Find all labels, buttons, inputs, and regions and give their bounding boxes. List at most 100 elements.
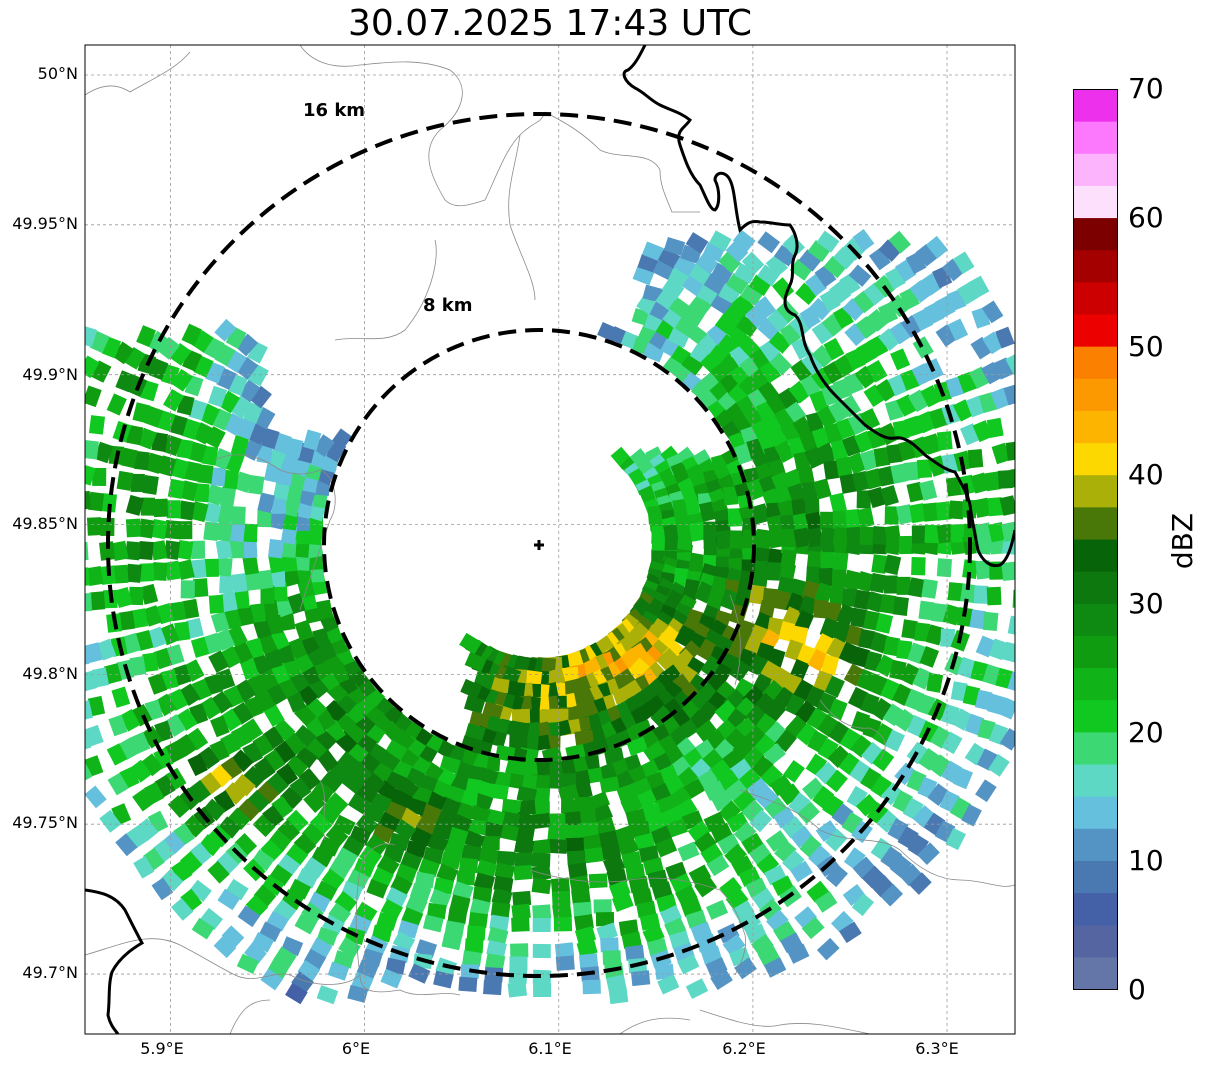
reflectivity-bin bbox=[337, 751, 360, 774]
reflectivity-bin bbox=[822, 361, 844, 384]
reflectivity-bin bbox=[909, 280, 932, 303]
reflectivity-bin bbox=[869, 572, 887, 594]
reflectivity-bin bbox=[781, 816, 805, 839]
reflectivity-bin bbox=[833, 246, 856, 270]
reflectivity-bin bbox=[975, 779, 997, 803]
reflectivity-bin bbox=[763, 742, 786, 766]
reflectivity-bin bbox=[169, 343, 192, 366]
reflectivity-bin bbox=[335, 847, 358, 869]
reflectivity-bin bbox=[934, 820, 956, 843]
reflectivity-bin bbox=[423, 846, 444, 865]
reflectivity-bin bbox=[507, 981, 528, 998]
reflectivity-bin bbox=[187, 753, 208, 777]
reflectivity-bin bbox=[85, 760, 93, 784]
reflectivity-bin bbox=[152, 562, 168, 581]
reflectivity-bin bbox=[152, 839, 175, 863]
reflectivity-bin bbox=[236, 357, 259, 380]
reflectivity-bin bbox=[836, 603, 857, 626]
reflectivity-bin bbox=[756, 853, 780, 876]
reflectivity-bin bbox=[112, 341, 135, 365]
reflectivity-bin bbox=[767, 528, 785, 549]
colorbar-step bbox=[1073, 474, 1118, 508]
reflectivity-bin bbox=[516, 799, 536, 816]
reflectivity-bin bbox=[899, 863, 923, 887]
colorbar-step bbox=[1073, 249, 1118, 283]
reflectivity-bin bbox=[651, 532, 667, 551]
reflectivity-bin bbox=[491, 888, 513, 907]
reflectivity-bin bbox=[85, 541, 89, 561]
reflectivity-bin bbox=[856, 341, 878, 364]
lat-label: 49.7°N bbox=[22, 963, 78, 982]
reflectivity-bin bbox=[155, 693, 177, 717]
reflectivity-bin bbox=[752, 887, 775, 910]
reflectivity-bin bbox=[482, 821, 504, 840]
reflectivity-bin bbox=[657, 974, 680, 995]
reflectivity-bin bbox=[981, 300, 1004, 324]
reflectivity-bin bbox=[252, 814, 276, 838]
reflectivity-bin bbox=[643, 740, 666, 763]
reflectivity-bin bbox=[962, 685, 981, 706]
reflectivity-bin bbox=[210, 611, 230, 633]
reflectivity-bin bbox=[894, 259, 917, 282]
reflectivity-bin bbox=[178, 683, 201, 707]
reflectivity-bin bbox=[845, 509, 861, 529]
reflectivity-bin bbox=[115, 833, 138, 857]
reflectivity-bin bbox=[203, 336, 225, 360]
reflectivity-bin bbox=[458, 976, 478, 992]
reflectivity-bin bbox=[793, 679, 815, 702]
reflectivity-bin bbox=[277, 853, 301, 876]
reflectivity-bin bbox=[878, 239, 902, 262]
reflectivity-bin bbox=[183, 461, 202, 482]
reflectivity-bin bbox=[817, 737, 839, 761]
colorbar-step bbox=[1073, 571, 1118, 604]
reflectivity-bin bbox=[216, 851, 239, 875]
reflectivity-bin bbox=[253, 884, 277, 907]
reflectivity-bin bbox=[935, 501, 952, 521]
reflectivity-bin bbox=[385, 957, 406, 975]
reflectivity-bin bbox=[220, 732, 241, 756]
reflectivity-bin bbox=[189, 842, 212, 866]
reflectivity-bin bbox=[588, 873, 608, 889]
reflectivity-bin bbox=[901, 619, 918, 640]
reflectivity-bin bbox=[277, 819, 300, 843]
reflectivity-bin bbox=[219, 486, 236, 507]
reflectivity-bin bbox=[298, 767, 321, 791]
reflectivity-bin bbox=[909, 872, 932, 895]
reflectivity-bin bbox=[663, 236, 686, 256]
reflectivity-bin bbox=[593, 899, 612, 914]
reflectivity-bin bbox=[731, 293, 755, 317]
reflectivity-bin bbox=[208, 594, 225, 614]
reflectivity-bin bbox=[912, 805, 936, 828]
reflectivity-bin bbox=[201, 445, 219, 466]
reflectivity-bin bbox=[214, 343, 236, 367]
reflectivity-bin bbox=[221, 925, 245, 948]
reflectivity-bin bbox=[618, 919, 639, 936]
reflectivity-bin bbox=[779, 322, 802, 346]
reflectivity-bin bbox=[596, 922, 618, 942]
reflectivity-bin bbox=[995, 667, 1014, 689]
reflectivity-bin bbox=[551, 890, 571, 906]
reflectivity-bin bbox=[957, 282, 979, 305]
reflectivity-bin bbox=[167, 688, 189, 711]
reflectivity-bin bbox=[905, 251, 927, 275]
reflectivity-bin bbox=[106, 393, 127, 416]
reflectivity-bin bbox=[163, 540, 181, 560]
reflectivity-bin bbox=[256, 781, 280, 804]
reflectivity-bin bbox=[215, 539, 233, 560]
reflectivity-bin bbox=[724, 779, 748, 802]
reflectivity-bin bbox=[850, 607, 868, 628]
lat-label: 49.95°N bbox=[12, 214, 78, 233]
reflectivity-bin bbox=[142, 652, 159, 673]
reflectivity-bin bbox=[924, 524, 940, 544]
reflectivity-bin bbox=[831, 569, 847, 588]
reflectivity-bin bbox=[496, 850, 516, 866]
reflectivity-bin bbox=[825, 769, 848, 793]
reflectivity-bin bbox=[703, 273, 727, 295]
reflectivity-bin bbox=[390, 874, 413, 896]
reflectivity-bin bbox=[782, 850, 805, 873]
reflectivity-bin bbox=[288, 878, 312, 900]
reflectivity-bin bbox=[92, 467, 107, 486]
lon-label: 5.9°E bbox=[140, 1039, 184, 1058]
reflectivity-bin bbox=[483, 980, 502, 996]
reflectivity-bin bbox=[85, 700, 93, 721]
